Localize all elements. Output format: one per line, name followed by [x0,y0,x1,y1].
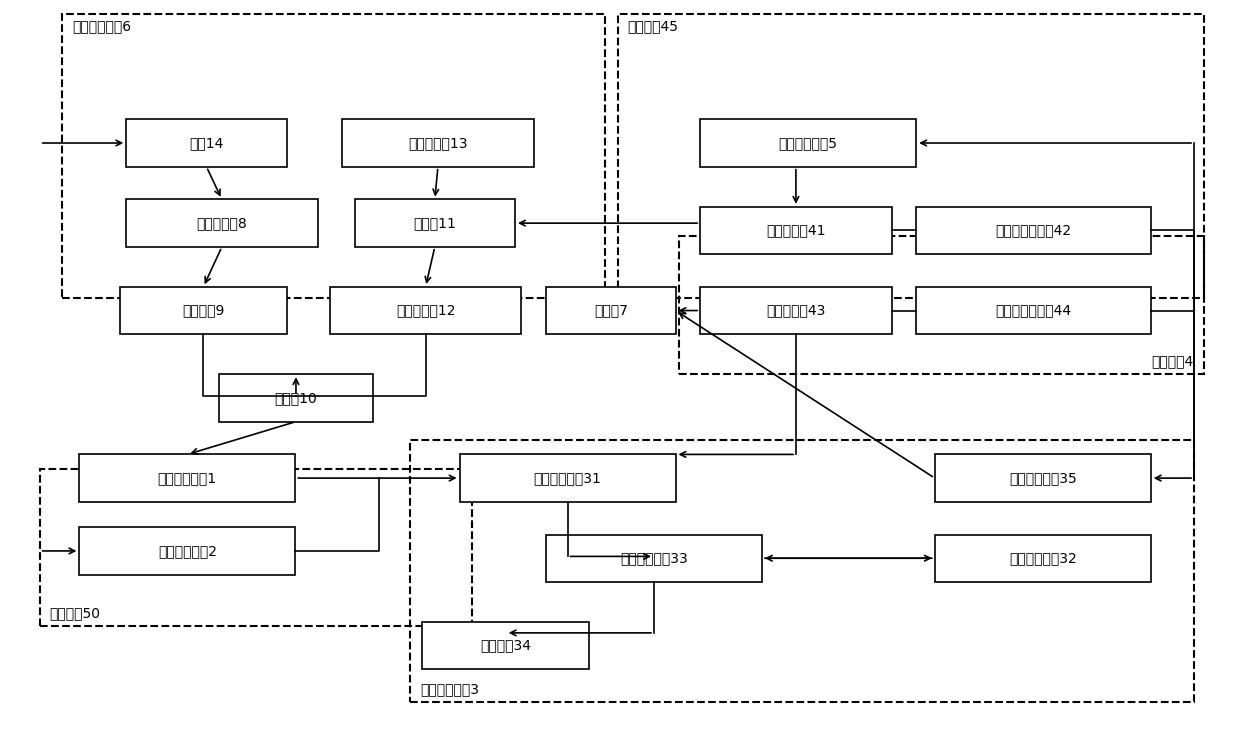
FancyBboxPatch shape [79,527,295,575]
FancyBboxPatch shape [342,120,533,167]
Text: 控桩器7: 控桩器7 [594,304,627,318]
Text: 第一制动器41: 第一制动器41 [766,223,826,237]
Text: 长度测量模块1: 长度测量模块1 [157,471,217,485]
FancyBboxPatch shape [701,207,892,254]
FancyBboxPatch shape [916,207,1151,254]
Text: 钻杆动力箱8: 钻杆动力箱8 [196,216,247,230]
FancyBboxPatch shape [218,374,373,421]
Text: 中央处理单元3: 中央处理单元3 [420,683,479,697]
Text: 信号输出模块35: 信号输出模块35 [1009,471,1076,485]
FancyBboxPatch shape [935,534,1151,582]
Text: 伸缩弹簧9: 伸缩弹簧9 [182,304,224,318]
FancyBboxPatch shape [120,287,286,334]
Text: 减速装置4: 减速装置4 [1152,355,1194,368]
FancyBboxPatch shape [460,454,676,502]
FancyBboxPatch shape [701,120,916,167]
Text: 计算分析模块33: 计算分析模块33 [620,551,688,565]
Text: 第二压力传感器44: 第二压力传感器44 [996,304,1071,318]
Text: 待施工管柱13: 待施工管柱13 [408,136,467,150]
FancyBboxPatch shape [916,287,1151,334]
FancyBboxPatch shape [423,622,589,669]
Text: 第一压力传感器42: 第一压力传感器42 [996,223,1071,237]
Text: 钻机动力单元6: 钻机动力单元6 [72,20,131,34]
Text: 信号输入模块31: 信号输入模块31 [533,471,601,485]
FancyBboxPatch shape [546,534,761,582]
Text: 显示模块34: 显示模块34 [480,639,531,653]
Text: 可调节油缸12: 可调节油缸12 [396,304,455,318]
Text: 参数设置模块32: 参数设置模块32 [1009,551,1076,565]
Text: 检测单元50: 检测单元50 [50,606,100,619]
Text: 控制装置45: 控制装置45 [627,20,678,34]
FancyBboxPatch shape [330,287,521,334]
Text: 第二制动器43: 第二制动器43 [766,304,826,318]
FancyBboxPatch shape [701,287,892,334]
Text: 钻杆14: 钻杆14 [190,136,223,150]
FancyBboxPatch shape [126,120,286,167]
FancyBboxPatch shape [355,200,515,247]
Text: 出土箱10: 出土箱10 [274,391,317,405]
Text: 扭矩测量模块2: 扭矩测量模块2 [157,544,217,558]
FancyBboxPatch shape [79,454,295,502]
Text: 激振器11: 激振器11 [413,216,456,230]
Text: 激振驱动单元5: 激振驱动单元5 [779,136,838,150]
FancyBboxPatch shape [546,287,676,334]
FancyBboxPatch shape [126,200,317,247]
FancyBboxPatch shape [935,454,1151,502]
